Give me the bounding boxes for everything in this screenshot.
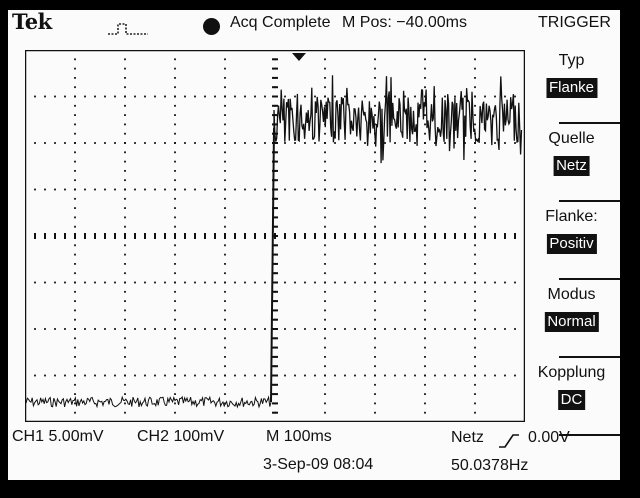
waveform-graticule: 1 2: [25, 50, 525, 422]
menu-separator: [559, 278, 620, 280]
menu-item-value: DC: [557, 390, 586, 410]
ch2-scale: CH2 100mV: [137, 428, 225, 445]
ch1-scale: CH1 5.00mV: [12, 428, 104, 445]
graticule-ticks: [25, 50, 525, 414]
trigger-position-marker-icon: [292, 53, 306, 61]
lcd-display: Tek Acq Complete M Pos: −40.00ms TRIGGER…: [8, 9, 620, 480]
graticule-grid: [25, 50, 525, 414]
date-time-readout: 3-Sep-09 08:04: [263, 456, 374, 473]
menu-item-label: Kopplung: [537, 364, 606, 381]
trigger-source-readout: Netz: [451, 429, 484, 446]
menu-item-value: Normal: [544, 312, 599, 332]
menu-item-flanke[interactable]: Flanke: Positiv: [523, 200, 620, 278]
menu-item-label: Flanke:: [545, 208, 598, 225]
menu-separator: [559, 200, 620, 202]
menu-item-typ[interactable]: Typ Flanke: [523, 44, 620, 122]
menu-item-value: Flanke: [545, 78, 598, 98]
menu-separator: [559, 122, 620, 124]
menu-item-label: Typ: [558, 52, 585, 69]
trigger-side-menu: Typ Flanke Quelle Netz Flanke: Positiv M…: [523, 44, 620, 436]
ch1-trace-rising-edge: [270, 127, 275, 403]
rising-edge-icon: [499, 434, 519, 448]
run-state-icon: [108, 23, 148, 35]
ch1-trace-low-segment: [25, 395, 272, 409]
menu-item-value: Positiv: [546, 234, 597, 254]
trigger-level-readout: 0.00V: [528, 429, 570, 446]
trigger-frequency-readout: 50.0378Hz: [451, 457, 529, 474]
menu-separator: [559, 356, 620, 358]
brand-logo: Tek: [12, 9, 52, 34]
main-position-readout: M Pos: −40.00ms: [342, 14, 467, 31]
menu-item-modus[interactable]: Modus Normal: [523, 278, 620, 356]
menu-item-label: Quelle: [548, 130, 595, 147]
menu-separator: [559, 434, 620, 436]
menu-item-label: Modus: [547, 286, 596, 303]
menu-item-quelle[interactable]: Quelle Netz: [523, 122, 620, 200]
menu-item-kopplung[interactable]: Kopplung DC: [523, 356, 620, 434]
menu-title: TRIGGER: [538, 14, 611, 31]
menu-item-value: Netz: [553, 156, 590, 176]
acquisition-status: Acq Complete: [230, 14, 331, 31]
timebase-readout: M 100ms: [266, 428, 332, 445]
ch1-trace-high-segment: [273, 75, 523, 164]
acquisition-status-dot-icon: [203, 18, 220, 35]
